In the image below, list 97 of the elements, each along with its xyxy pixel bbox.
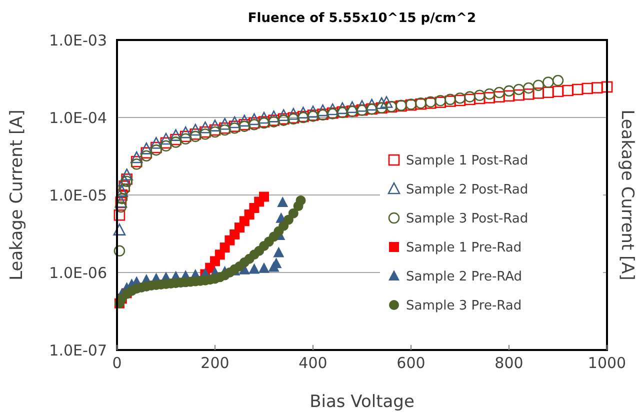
- point: [150, 144, 162, 156]
- point: [464, 94, 476, 106]
- legend-label: Sample 2 Pre-RAd: [406, 270, 522, 285]
- point: [140, 142, 153, 154]
- legend-label: Sample 3 Post-Rad: [406, 212, 528, 227]
- point: [277, 109, 290, 122]
- point: [288, 208, 298, 218]
- point: [522, 82, 534, 94]
- point: [297, 106, 310, 119]
- point: [366, 98, 378, 111]
- point: [268, 110, 280, 122]
- x-axis-title: Bias Voltage: [310, 392, 414, 412]
- point: [118, 183, 130, 195]
- point: [356, 100, 368, 112]
- point: [180, 130, 192, 142]
- y-tick-label: 1.0E-07: [49, 341, 107, 360]
- point: [582, 82, 594, 94]
- point: [208, 120, 222, 132]
- point: [503, 85, 515, 97]
- point: [130, 158, 142, 170]
- point: [218, 118, 231, 130]
- x-tick-label: 200: [200, 354, 230, 372]
- point: [140, 150, 152, 162]
- point: [380, 96, 393, 108]
- point: [336, 102, 349, 114]
- point: [121, 176, 132, 188]
- point: [189, 124, 202, 136]
- point: [306, 106, 320, 118]
- point: [542, 86, 554, 98]
- point: [150, 136, 162, 149]
- x-tick-label: 800: [494, 354, 524, 372]
- point: [114, 209, 126, 221]
- point: [228, 116, 241, 128]
- point: [572, 84, 584, 96]
- point: [326, 103, 339, 116]
- point: [532, 80, 544, 91]
- y-tick-label: 1.0E-04: [49, 108, 107, 127]
- point: [170, 129, 182, 141]
- y-tick-label: 1.0E-05: [49, 186, 107, 204]
- legend-label: Sample 2 Post-Rad: [406, 182, 528, 198]
- point: [258, 112, 270, 124]
- point: [273, 246, 284, 258]
- y2-axis-title: Leakage Current [A]: [617, 110, 637, 280]
- point: [115, 201, 127, 213]
- point: [532, 88, 544, 99]
- legend-label: Sample 1 Pre-Rad: [406, 240, 522, 256]
- point: [601, 81, 613, 93]
- y-tick-label: 1.0E-06: [49, 264, 107, 282]
- x-tick-label: 1000: [588, 354, 626, 372]
- point: [180, 133, 192, 145]
- point: [552, 74, 564, 86]
- point: [170, 136, 182, 148]
- point: [562, 84, 574, 96]
- point: [120, 168, 133, 180]
- point: [513, 84, 524, 96]
- y-tick-label: 1.0E-03: [49, 31, 107, 50]
- y-axis-title: Leakage Current [A]: [7, 110, 27, 280]
- point: [248, 113, 260, 126]
- point: [542, 76, 554, 88]
- point: [346, 101, 358, 114]
- point: [160, 132, 172, 145]
- point: [259, 192, 269, 202]
- point: [454, 92, 466, 104]
- x-tick-label: 600: [396, 354, 426, 372]
- point: [464, 91, 476, 102]
- point: [552, 86, 564, 98]
- point: [130, 151, 143, 164]
- point: [114, 245, 126, 257]
- x-tick-label: 400: [298, 354, 328, 372]
- point: [503, 90, 515, 102]
- point: [160, 140, 172, 152]
- x-tick-label: 0: [112, 354, 122, 372]
- point: [199, 121, 212, 134]
- point: [484, 88, 496, 100]
- point: [522, 88, 534, 100]
- point: [474, 90, 486, 102]
- point: [113, 224, 126, 236]
- legend-label: Sample 3 Pre-Rad: [406, 298, 522, 314]
- point: [484, 92, 496, 104]
- point: [116, 185, 128, 197]
- point: [375, 97, 388, 110]
- point: [258, 262, 270, 273]
- point: [130, 156, 142, 168]
- point: [118, 174, 130, 187]
- point: [513, 89, 524, 101]
- point: [238, 114, 251, 127]
- point: [316, 104, 329, 116]
- point: [277, 196, 288, 208]
- legend-label: Sample 1 Post-Rad: [406, 154, 528, 169]
- point: [190, 130, 202, 142]
- point: [248, 263, 260, 274]
- point: [287, 108, 300, 120]
- point: [179, 126, 192, 138]
- point: [494, 86, 505, 98]
- chart-title: Fluence of 5.55x10^15 p/cm^2: [248, 11, 476, 26]
- point: [296, 195, 306, 206]
- point: [474, 92, 486, 104]
